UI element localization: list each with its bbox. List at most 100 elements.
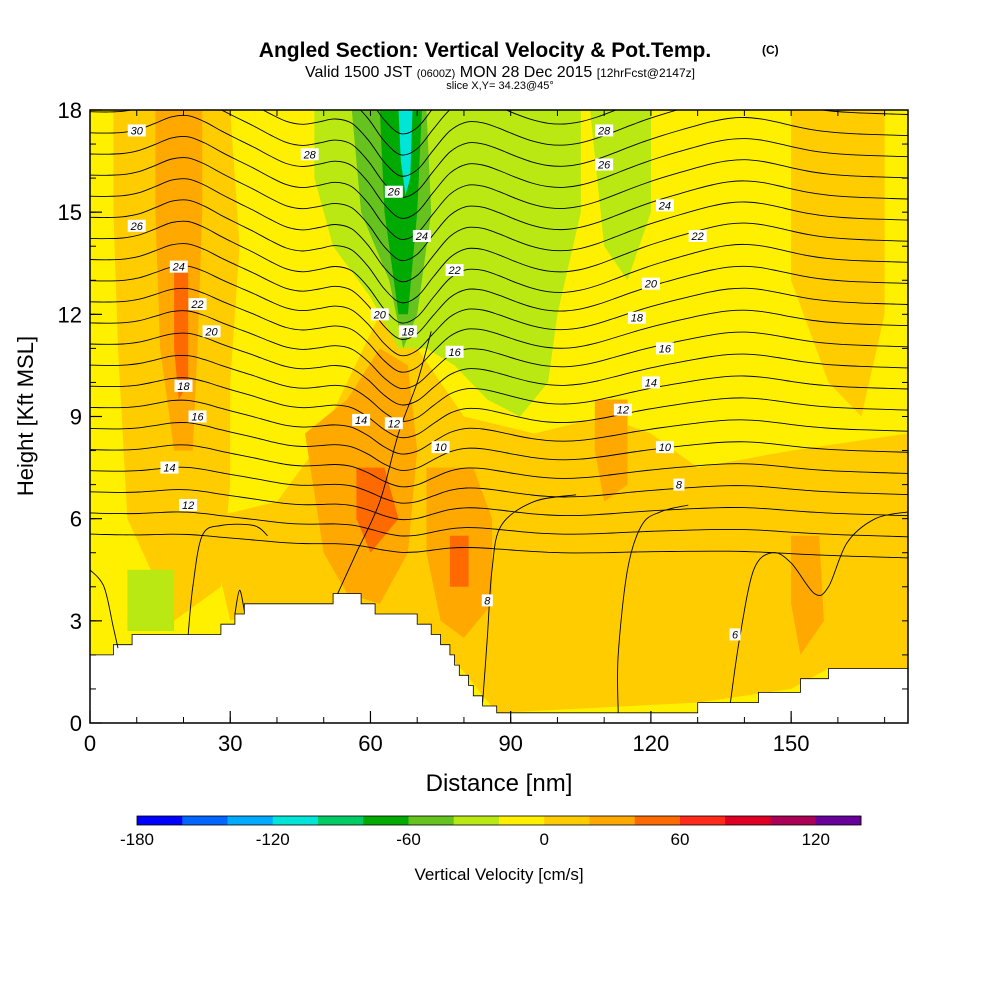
terrain-mask [90,593,908,723]
isentrope-label: 26 [127,219,146,233]
isentrope-label: 12 [179,499,198,512]
isentrope-label-text: 22 [190,299,203,311]
chart-subtitle: Valid 1500 JST (0600Z) MON 28 Dec 2015 [… [305,64,695,81]
y-tick-label: 6 [70,507,82,532]
colorbar-tick-label: -120 [256,830,290,849]
isentrope-line [90,220,908,324]
colorbar-swatch [453,816,500,825]
isentrope-label-box [613,403,632,416]
isentrope-line [90,399,908,455]
isentrope-line [90,110,908,198]
isentrope-label-box [688,230,707,243]
isentrope-line [482,494,577,703]
colorbar-swatch [137,816,183,825]
isentrope-label-box [641,277,660,290]
plot-area: 30 28 26 24 22 20 18 16 14 12 10 8 26 24 22 20 18 16 14 12 2… [90,110,908,723]
isentrope-line [90,178,908,283]
x-tick-label: 90 [498,731,522,756]
isentrope-label-box [384,185,403,198]
isentrope-label-box [431,441,450,454]
isentrope-line [90,569,119,649]
subtitle-valid-utc: (0600Z) [417,68,456,80]
isentrope-label-text: 12 [388,418,400,430]
isentrope-label-box [160,461,179,474]
isentrope-label-text: 22 [447,265,460,277]
colorbar-swatch [499,816,545,825]
isentrope-label-text: 8 [484,595,491,607]
isentrope-label-text: 16 [659,343,672,355]
isentrope-label-text: 26 [387,187,401,199]
subtitle-valid-prefix: Valid 1500 JST [305,64,413,81]
isentrope-label: 18 [627,311,646,325]
x-tick-label: 30 [218,731,242,756]
colorbar-swatch [408,816,455,825]
colorbar-swatch [544,816,590,825]
isentrope-label-text: 16 [448,347,461,359]
isentrope-label-box [169,260,188,273]
colorbar-frame [136,815,862,826]
isentrope-label-text: 10 [659,442,672,454]
isentrope-label: 22 [188,298,207,311]
colorbar-swatch [182,816,228,825]
colorbar-swatch [318,816,364,825]
isentrope-label: 28 [300,148,319,161]
isentrope-label: 22 [688,230,707,243]
isentrope-label-text: 28 [597,125,611,137]
isentrope-label-text: 22 [691,231,704,243]
y-axis-label: Height [Kft MSL] [13,336,38,496]
isentrope-label-layer: 30 28 26 24 22 20 18 16 14 12 10 8 26 24 22 20 18 16 14 12 2… [127,124,741,641]
isentrope-label: 26 [384,185,403,199]
isentrope-label: 20 [370,308,389,321]
isentrope-label-box [445,345,464,358]
isentrope-line [729,511,908,703]
isentrope-label-box [445,264,464,277]
colorbar-tick-label: 0 [540,830,549,849]
isentrope-label-box [595,158,614,171]
isentrope-label: 14 [641,376,660,389]
chart-title: Angled Section: Vertical Velocity & Pot.… [259,39,711,62]
isentrope-label-box [412,230,431,243]
colorbar-tick-label: -60 [396,830,421,849]
isentrope-label: 22 [445,264,464,277]
isentrope-label-box [188,298,207,311]
isentrope-label-box [179,499,198,512]
x-axis-label: Distance [nm] [426,770,573,797]
subtitle-slice: slice X,Y= 34.23@45° [446,80,554,92]
subtitle-forecast: [12hrFcst@2147z] [597,66,695,80]
y-tick-label: 12 [58,302,82,327]
isentrope-label-text: 24 [172,262,185,274]
isentrope-label-box [655,342,674,355]
isentrope-label: 24 [412,230,431,243]
isentrope-label: 30 [127,124,146,137]
isentrope-label: 24 [169,260,188,274]
isentrope-line [187,523,268,635]
isentrope-label: 16 [445,345,464,359]
isentrope-label: 14 [160,461,179,475]
isentrope-label-box [595,124,614,137]
isentrope-label: 18 [174,379,193,393]
isentrope-label: 20 [202,325,221,338]
isentrope-label-box [300,148,319,161]
isentrope-label-text: 8 [676,480,683,492]
isentrope-label-text: 14 [645,377,657,389]
isentrope-label-box [398,325,417,338]
isentrope-line [90,136,908,241]
isentrope-line [234,589,245,615]
colorbar-swatch [589,816,636,825]
isentrope-label: 16 [655,342,674,355]
isentrope-label-text: 12 [617,405,629,417]
y-tick-label: 18 [58,98,82,123]
chart-title-unit: (C) [762,43,779,57]
isentrope-label-text: 26 [130,221,144,233]
downdraft-region-upper-right [590,110,651,281]
isentrope-label: 8 [673,478,685,492]
isentrope-line [90,332,908,406]
isentrope-label-box [384,417,403,430]
isentrope-label-text: 24 [415,231,428,243]
isentrope-label-text: 20 [644,279,658,291]
x-tick-label: 120 [633,731,670,756]
isentrope-line [90,157,908,262]
isentrope-label-text: 14 [355,415,367,427]
isentrope-label: 24 [655,199,674,212]
